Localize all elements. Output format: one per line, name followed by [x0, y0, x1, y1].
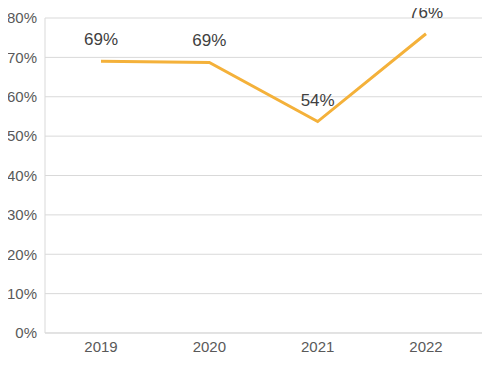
svg-text:30%: 30% — [8, 206, 37, 223]
svg-text:54%: 54% — [301, 91, 335, 110]
svg-text:70%: 70% — [8, 49, 37, 66]
svg-text:20%: 20% — [8, 246, 37, 263]
svg-text:69%: 69% — [84, 30, 118, 49]
svg-text:2020: 2020 — [193, 338, 226, 355]
svg-text:2022: 2022 — [409, 338, 442, 355]
svg-text:2021: 2021 — [301, 338, 334, 355]
svg-text:10%: 10% — [8, 285, 37, 302]
svg-text:40%: 40% — [8, 167, 37, 184]
svg-text:60%: 60% — [8, 88, 37, 105]
svg-text:0%: 0% — [15, 324, 37, 341]
svg-text:69%: 69% — [192, 31, 226, 50]
svg-text:2019: 2019 — [84, 338, 117, 355]
svg-text:80%: 80% — [8, 9, 37, 26]
svg-text:76%: 76% — [409, 8, 443, 22]
svg-text:50%: 50% — [8, 127, 37, 144]
